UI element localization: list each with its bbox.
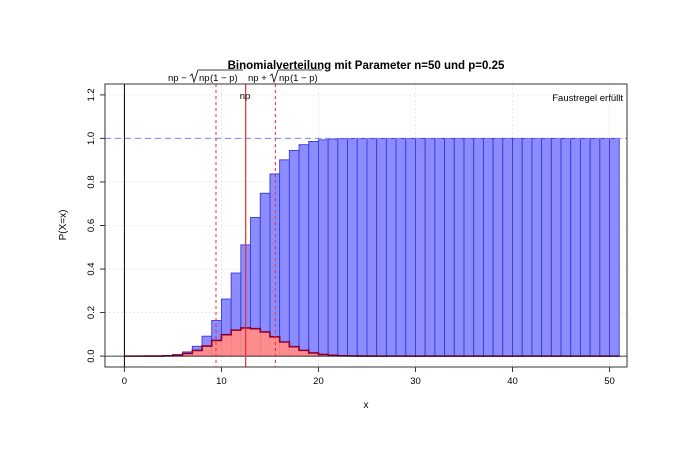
cumulative-bar bbox=[288, 149, 300, 357]
cumulative-bar bbox=[395, 137, 407, 357]
cumulative-bar bbox=[579, 137, 591, 357]
pmf-bar bbox=[202, 346, 212, 357]
plus-sd-annotation: np + np (1 − p) bbox=[248, 69, 322, 84]
cumulative-bar bbox=[269, 173, 281, 357]
cumulative-bar bbox=[463, 137, 475, 357]
pmf-bar bbox=[192, 350, 203, 357]
cumulative-bar bbox=[570, 137, 581, 357]
x-tick-label: 20 bbox=[313, 376, 324, 387]
cumulative-bar bbox=[521, 137, 533, 357]
y-tick-label: 0.0 bbox=[86, 350, 97, 363]
cumulative-bar bbox=[502, 137, 513, 357]
x-tick-label: 10 bbox=[216, 376, 227, 387]
y-tick-label: 0.2 bbox=[86, 306, 97, 319]
cumulative-bar bbox=[453, 137, 465, 357]
cumulative-bar bbox=[599, 137, 610, 357]
pmf-bar bbox=[221, 334, 232, 357]
x-axis-ticks: 0 10 20 30 40 50 bbox=[122, 367, 615, 387]
y-tick-label: 0.4 bbox=[86, 262, 97, 275]
pmf-bar bbox=[279, 342, 290, 357]
cumulative-bar bbox=[560, 137, 572, 357]
cumulative-bar bbox=[337, 138, 349, 357]
cumulative-bar bbox=[405, 137, 416, 357]
svg-text:(1 − p): (1 − p) bbox=[290, 73, 318, 84]
y-tick-label: 1.0 bbox=[86, 132, 97, 145]
cumulative-bar bbox=[434, 137, 446, 357]
cumulative-bar bbox=[279, 159, 290, 357]
y-tick-label: 1.2 bbox=[86, 88, 97, 101]
pmf-bar bbox=[211, 340, 222, 357]
cumulative-bar bbox=[492, 137, 504, 357]
svg-text:np: np bbox=[199, 73, 210, 84]
cumulative-bar bbox=[482, 137, 494, 357]
y-axis-ticks: 0.0 0.2 0.4 0.6 0.8 1.0 1.2 bbox=[86, 88, 105, 363]
sqrt-sign-plus bbox=[269, 69, 322, 84]
pmf-bar bbox=[289, 346, 300, 357]
x-axis-label: x bbox=[364, 400, 369, 411]
pmf-bar bbox=[318, 354, 329, 357]
y-tick-label: 0.8 bbox=[86, 175, 97, 188]
cumulative-bars bbox=[143, 137, 620, 357]
cumulative-bar bbox=[473, 137, 484, 357]
cumulative-bar bbox=[298, 144, 310, 357]
cumulative-bar bbox=[589, 137, 601, 357]
pmf-bar bbox=[231, 330, 241, 357]
cumulative-bar bbox=[541, 137, 552, 357]
y-axis-label: P(X=x) bbox=[58, 210, 69, 241]
pmf-bar bbox=[269, 336, 280, 357]
cumulative-bar bbox=[609, 137, 620, 357]
sqrt-sign-minus bbox=[189, 69, 243, 84]
cumulative-bar bbox=[366, 137, 378, 357]
svg-text:np +: np + bbox=[248, 73, 267, 84]
pmf-bar bbox=[250, 328, 261, 357]
svg-text:np −: np − bbox=[168, 73, 187, 84]
cumulative-bar bbox=[444, 137, 455, 357]
svg-text:(1 − p): (1 − p) bbox=[210, 73, 238, 84]
cumulative-bar bbox=[385, 137, 397, 357]
pmf-bar bbox=[299, 350, 309, 357]
cumulative-bar bbox=[512, 137, 523, 357]
pmf-bar bbox=[308, 352, 319, 357]
pmf-bar bbox=[182, 353, 193, 357]
cumulative-bar bbox=[415, 137, 426, 357]
x-tick-label: 40 bbox=[507, 376, 518, 387]
cumulative-bar bbox=[347, 138, 358, 357]
faustregel-label: Faustregel erfüllt bbox=[552, 93, 623, 104]
x-tick-label: 50 bbox=[604, 376, 615, 387]
minus-sd-annotation: np − np (1 − p) bbox=[168, 69, 243, 84]
x-tick-label: 30 bbox=[410, 376, 421, 387]
cumulative-bar bbox=[376, 137, 387, 357]
y-tick-label: 0.6 bbox=[86, 219, 97, 232]
svg-text:np: np bbox=[279, 73, 290, 84]
np-label: np bbox=[240, 91, 251, 102]
x-tick-label: 0 bbox=[122, 376, 127, 387]
chart-title: Binomialverteilung mit Parameter n=50 un… bbox=[228, 60, 505, 72]
pmf-bar bbox=[260, 331, 270, 357]
cumulative-bar bbox=[318, 139, 329, 357]
cumulative-bar bbox=[356, 137, 368, 357]
cumulative-bar bbox=[424, 137, 436, 357]
cumulative-bar bbox=[327, 138, 339, 357]
cumulative-bar bbox=[308, 140, 319, 357]
cumulative-bar bbox=[531, 137, 543, 357]
cumulative-bar bbox=[550, 137, 562, 357]
